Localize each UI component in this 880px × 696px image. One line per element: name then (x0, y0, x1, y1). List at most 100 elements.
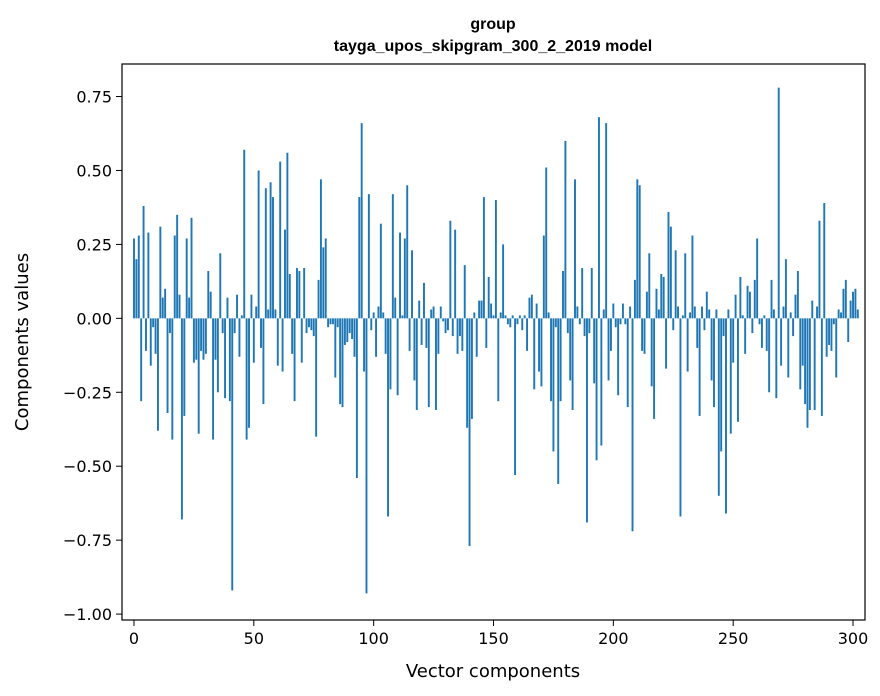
bar (499, 312, 502, 319)
bar (737, 318, 739, 422)
bar (190, 217, 193, 319)
bar (209, 291, 212, 319)
bar (145, 318, 147, 351)
bar (420, 318, 423, 345)
bar (245, 318, 248, 440)
bar (669, 226, 672, 319)
bar (648, 253, 651, 319)
bar (133, 238, 135, 319)
bar (590, 268, 593, 319)
bar (854, 288, 857, 319)
bar (533, 318, 536, 390)
bar (806, 318, 809, 428)
bar (214, 318, 217, 360)
bar (305, 318, 308, 334)
bar (770, 279, 773, 319)
bar (609, 318, 612, 351)
bar (233, 318, 236, 334)
bar (849, 300, 852, 319)
bar (475, 318, 478, 357)
bar (823, 203, 826, 319)
bar (799, 318, 802, 390)
bar (746, 285, 749, 319)
bar (377, 306, 380, 319)
bar (856, 309, 859, 319)
bar (243, 149, 246, 319)
bar (188, 297, 191, 319)
bar (137, 235, 140, 319)
bar (780, 318, 783, 366)
bar (852, 291, 854, 319)
bar (408, 318, 411, 351)
x-tick-label: 150 (478, 629, 509, 648)
bar (250, 294, 253, 319)
bar (456, 318, 459, 354)
bar (844, 279, 847, 319)
bar (552, 318, 555, 452)
bar (437, 318, 440, 354)
bar (274, 309, 277, 319)
bar (722, 318, 725, 337)
bar (466, 318, 469, 428)
bar (607, 318, 610, 381)
bar (796, 271, 799, 319)
bar (830, 318, 833, 351)
bar (545, 167, 548, 319)
bar (396, 318, 399, 396)
bar (638, 185, 641, 319)
y-axis-label: Components values (12, 253, 33, 431)
bar (760, 318, 763, 348)
bar (180, 318, 183, 520)
bar (703, 318, 706, 331)
bar (835, 318, 838, 378)
bar (621, 303, 624, 319)
bar (696, 318, 699, 348)
bar (686, 318, 689, 372)
bar (650, 318, 653, 387)
bar (619, 318, 622, 325)
bar (521, 318, 524, 331)
bar (602, 309, 605, 319)
bar (351, 318, 354, 340)
bar (195, 318, 198, 360)
bar (355, 318, 358, 479)
bar (303, 268, 306, 319)
bar (595, 318, 598, 461)
bar (741, 315, 744, 319)
y-tick-label: 0.50 (76, 161, 112, 180)
bar (173, 235, 176, 319)
y-tick-label: 0.00 (76, 309, 112, 328)
bar (842, 288, 845, 319)
bar (353, 318, 356, 357)
bar (252, 318, 255, 363)
bar (257, 170, 260, 319)
bar (576, 306, 579, 319)
bar (808, 318, 811, 411)
bar (506, 318, 509, 325)
bar (238, 318, 241, 357)
bar (176, 214, 179, 319)
bar (614, 318, 617, 328)
bar (430, 309, 433, 319)
bar (655, 288, 658, 319)
bar (269, 182, 272, 319)
bar (734, 294, 737, 319)
bar (518, 315, 521, 319)
bar (598, 117, 600, 319)
bar (363, 318, 366, 372)
bar (161, 297, 164, 319)
bar (528, 297, 531, 319)
bar (406, 185, 409, 319)
bar (511, 315, 514, 319)
bar (753, 279, 756, 319)
bar (550, 318, 552, 402)
bar (425, 318, 428, 348)
bar (497, 318, 500, 402)
bar (494, 200, 497, 319)
bar (612, 303, 615, 319)
bar (480, 300, 483, 319)
bar (183, 318, 186, 416)
bar (164, 288, 167, 319)
bar (470, 318, 473, 419)
bar (681, 315, 684, 319)
